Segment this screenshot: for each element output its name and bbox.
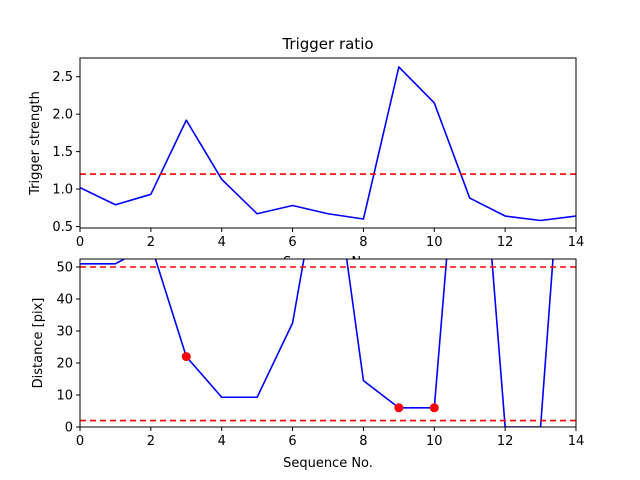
x-tick-label: 6 xyxy=(288,235,296,250)
series-line xyxy=(80,66,576,222)
y-tick-label: 2.0 xyxy=(52,108,73,123)
y-axis-label: Distance [pix] xyxy=(31,298,46,389)
y-tick-label: 50 xyxy=(56,261,73,276)
x-tick-label: 12 xyxy=(497,434,514,449)
chart-title: Trigger ratio xyxy=(281,35,373,53)
data-point-marker xyxy=(181,352,191,362)
x-tick-label: 0 xyxy=(76,434,84,449)
data-point-marker xyxy=(429,403,439,413)
plot-area xyxy=(80,58,576,228)
x-tick-label: 2 xyxy=(147,434,155,449)
y-tick-label: 10 xyxy=(56,389,73,404)
x-tick-label: 10 xyxy=(426,434,443,449)
y-axis-label: Trigger strength xyxy=(28,91,43,196)
y-tick-label: 0.5 xyxy=(52,220,73,235)
x-tick-label: 14 xyxy=(568,235,585,250)
x-tick-label: 0 xyxy=(76,235,84,250)
x-tick-label: 10 xyxy=(426,235,443,250)
data-point-marker xyxy=(394,403,404,413)
y-axis-ticks: 0.5 1.0 1.5 2.0 2.5 xyxy=(52,70,80,235)
x-tick-label: 8 xyxy=(359,235,367,250)
axes-frame xyxy=(79,258,577,428)
x-tick-label: 14 xyxy=(568,434,585,449)
x-axis-ticks: 0 2 4 6 8 10 12 14 xyxy=(76,228,584,250)
y-tick-label: 40 xyxy=(56,293,73,308)
x-tick-label: 2 xyxy=(147,235,155,250)
x-tick-label: 4 xyxy=(218,235,226,250)
plot-data xyxy=(80,66,576,222)
x-tick-label: 12 xyxy=(497,235,514,250)
axes-frame xyxy=(79,57,577,229)
y-tick-label: 20 xyxy=(56,357,73,372)
y-tick-label: 1.0 xyxy=(52,183,73,198)
y-axis-ticks: 0 10 20 30 40 50 xyxy=(56,261,80,436)
y-tick-label: 1.5 xyxy=(52,145,73,160)
y-tick-label: 30 xyxy=(56,325,73,340)
x-axis-label: Sequence No. xyxy=(283,456,373,471)
plot-data xyxy=(80,259,576,427)
x-tick-label: 8 xyxy=(359,434,367,449)
y-tick-label: 0 xyxy=(65,421,73,436)
x-tick-label: 6 xyxy=(288,434,296,449)
x-axis-ticks: 0 2 4 6 8 10 12 14 xyxy=(76,427,584,449)
series-line xyxy=(80,259,554,427)
x-tick-label: 4 xyxy=(218,434,226,449)
plot-area xyxy=(80,259,576,427)
distance-panel: 0 2 4 6 8 10 12 14 0 10 20 30 40 50 Sequence No. Dis… xyxy=(31,258,584,471)
y-tick-label: 2.5 xyxy=(52,70,73,85)
